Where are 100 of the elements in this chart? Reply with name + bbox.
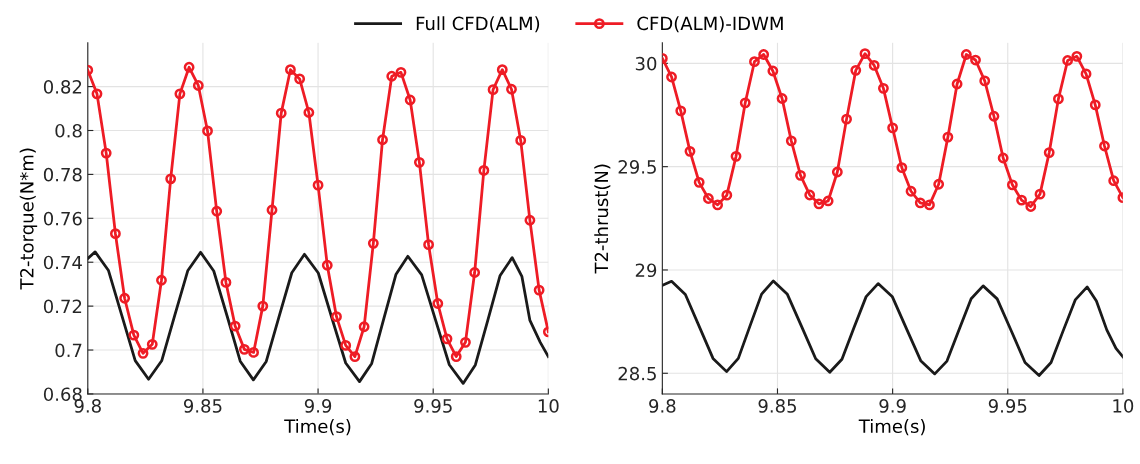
point	[951, 78, 963, 90]
point	[358, 321, 370, 333]
point	[515, 134, 527, 146]
point	[321, 259, 333, 271]
point	[211, 205, 223, 217]
point	[877, 82, 889, 94]
point	[1108, 175, 1120, 187]
x-axis-title: Time(s)	[858, 419, 925, 436]
point	[979, 75, 991, 87]
point	[220, 277, 232, 288]
point	[831, 166, 843, 178]
point	[110, 228, 121, 240]
x-axis-title: Time(s)	[284, 419, 351, 436]
point	[266, 204, 278, 216]
point	[238, 343, 250, 355]
point	[441, 333, 453, 345]
point	[202, 125, 213, 137]
point	[684, 145, 696, 157]
y-tick-label: 0.78	[43, 167, 82, 182]
point	[183, 61, 195, 73]
point	[970, 54, 981, 66]
point	[850, 64, 862, 76]
y-tick-label: 0.76	[43, 211, 82, 226]
y-axis-title: T2-thrust(N)	[594, 164, 611, 274]
point	[340, 340, 352, 351]
point	[675, 105, 687, 117]
point	[795, 169, 806, 181]
point	[367, 237, 379, 249]
point	[1089, 99, 1101, 111]
point	[524, 214, 536, 226]
point	[712, 199, 724, 211]
point	[478, 165, 490, 176]
legend-label: CFD(ALM)-IDWM	[637, 16, 783, 33]
legend-label: Full CFD(ALM)	[416, 16, 540, 33]
point	[905, 185, 917, 197]
x-tick-label: 9.95	[414, 399, 452, 413]
point	[702, 193, 714, 204]
point	[758, 49, 770, 60]
point	[1043, 147, 1055, 159]
point	[1006, 179, 1018, 191]
point	[804, 189, 816, 201]
point	[1034, 188, 1046, 200]
point	[730, 150, 742, 162]
y-tick-label: 30	[635, 56, 657, 71]
point	[1053, 93, 1064, 105]
y-tick-label: 28.5	[618, 366, 656, 381]
point	[813, 198, 825, 210]
point	[312, 179, 324, 191]
y-tick-label: 0.68	[43, 387, 82, 402]
point	[1071, 50, 1083, 62]
point	[91, 88, 103, 100]
point	[119, 292, 131, 304]
point	[997, 152, 1009, 164]
point	[942, 131, 954, 143]
x-tick-label: 9.85	[183, 399, 222, 413]
point	[275, 107, 287, 119]
point	[988, 110, 1000, 122]
point	[506, 83, 517, 95]
x-tick-label: 10	[538, 399, 559, 413]
point	[924, 199, 935, 211]
point	[349, 351, 361, 363]
point	[165, 173, 177, 185]
point	[294, 73, 306, 85]
point	[128, 329, 140, 341]
point	[887, 122, 899, 134]
point	[303, 107, 315, 118]
point	[423, 239, 435, 251]
point	[767, 65, 779, 77]
x-tick-label: 9.9	[304, 399, 332, 413]
x-tick-label: 9.85	[758, 399, 796, 413]
point	[739, 97, 751, 109]
point	[146, 338, 158, 350]
point	[896, 162, 908, 174]
point	[248, 347, 259, 358]
point	[487, 84, 499, 96]
point	[257, 300, 269, 312]
point	[960, 49, 972, 60]
point	[1016, 194, 1027, 206]
point	[822, 195, 834, 207]
point	[395, 66, 407, 78]
y-tick-label: 29	[635, 263, 657, 278]
point	[192, 80, 204, 91]
point	[1025, 201, 1037, 212]
y-axis-title: T2-torque(N*m)	[19, 148, 38, 290]
point	[1080, 68, 1092, 80]
point	[377, 134, 388, 146]
y-tick-label: 0.8	[55, 123, 82, 138]
point	[156, 274, 167, 286]
point	[460, 336, 471, 348]
point	[331, 311, 342, 323]
point	[776, 93, 788, 104]
point	[174, 88, 186, 100]
x-tick-label: 9.8	[74, 399, 101, 413]
x-tick-label: 9.9	[879, 399, 906, 413]
point	[868, 60, 880, 71]
point	[693, 176, 705, 188]
x-tick-label: 9.8	[649, 399, 676, 413]
x-tick-label: 9.95	[988, 399, 1027, 413]
point	[469, 267, 481, 278]
y-tick-label: 29.5	[618, 160, 656, 174]
